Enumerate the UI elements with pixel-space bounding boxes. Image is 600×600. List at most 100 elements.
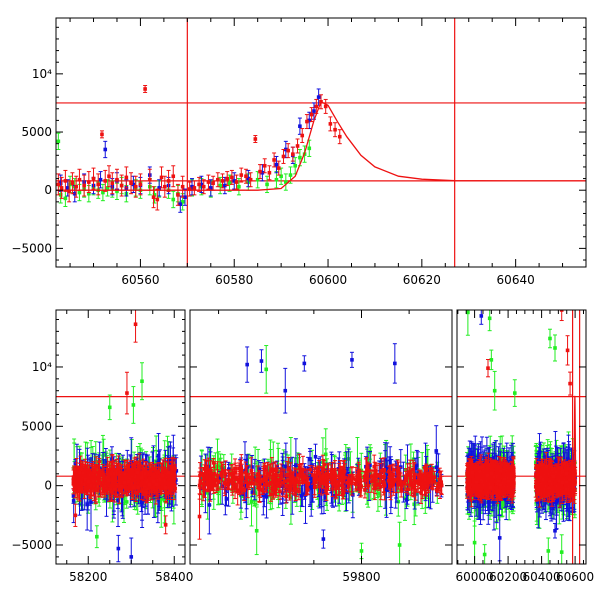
data-point [56,132,61,150]
data-point [208,179,213,197]
y-tick-label: 5000 [21,125,52,139]
top-panel-zoom: 60560 60580 60600 60620 60640 −5000 0 5000 10⁴ [11,17,587,287]
outlier-point [482,544,487,564]
data-point [221,464,226,478]
data-point [230,469,235,496]
data-point [353,466,358,492]
outlier-point [489,349,494,371]
data-point [381,475,386,494]
data-point [357,470,362,494]
data-point [321,468,326,485]
data-point [201,179,206,195]
data-point [264,465,269,490]
segment-3-frame [456,309,587,565]
data-point [255,171,260,189]
outlier-point [392,343,397,384]
data-point [77,168,82,191]
data-point [107,165,111,188]
data-point [429,470,434,488]
data-point [498,485,503,498]
top-panel-frame [55,17,587,268]
data-point [72,479,77,491]
outlier-point [129,537,134,564]
data-point [326,462,331,491]
data-point [225,171,230,187]
data-point [437,472,442,500]
data-point [200,466,205,481]
data-point [337,129,342,145]
data-point [267,165,272,181]
data-point [131,474,136,501]
outlier-point [283,367,288,414]
outlier-point [465,310,470,336]
outlier-point [73,503,78,527]
data-point [379,457,384,484]
data-point [239,167,244,183]
y-tick-label: −5000 [11,538,52,552]
data-point [258,164,263,180]
data-point [122,477,127,489]
x-tick-label: 58400 [155,570,193,584]
data-point [180,175,185,198]
outlier-point [559,310,564,322]
x-tick-label: 60620 [403,273,441,287]
data-point [63,169,68,192]
data-point [163,477,168,498]
data-point [119,475,124,498]
data-point [249,469,254,486]
data-point [391,463,396,477]
data-point [198,471,203,496]
data-point [215,461,220,490]
data-point [243,168,248,184]
data-point [272,152,277,168]
data-point [74,175,79,198]
data-point [366,478,371,493]
data-point [109,484,114,501]
data-point [547,475,552,487]
data-point [233,462,238,475]
model-curve [56,100,586,191]
y-tick-label: 5000 [21,419,52,433]
outlier-point [124,371,129,415]
data-point [111,459,116,488]
data-point [138,173,143,196]
data-point [151,472,156,490]
data-point [98,470,103,497]
data-point [240,468,245,488]
data-point [470,458,475,487]
data-point [253,135,258,143]
x-tick-label: 60640 [497,273,535,287]
data-point [560,476,565,488]
x-tick-label: 58200 [69,570,107,584]
y-tick-label: 0 [44,183,52,197]
data-point [281,148,286,164]
data-point [59,176,64,199]
outlier-point [302,355,307,372]
outlier-point [107,394,112,421]
data-point [304,114,309,130]
data-point [415,474,420,490]
data-point [404,468,409,494]
outlier-point [197,493,202,540]
data-point [306,477,311,490]
data-point [260,485,265,495]
data-point [139,465,144,491]
data-point [206,174,211,190]
top-plot-area [56,18,586,267]
data-point [98,171,103,189]
outlier-point [245,346,250,383]
data-point [474,472,479,492]
model-curve [572,395,578,477]
outlier-point [259,349,264,373]
data-point [276,160,281,176]
y-tick-label: 10⁴ [32,360,52,374]
data-point [88,472,93,499]
data-point [187,181,192,197]
data-point [412,472,417,498]
x-tick-label: 60400 [523,570,561,584]
outlier-point [94,525,99,549]
data-point [171,471,176,485]
data-point [274,171,279,189]
data-point [99,130,104,139]
